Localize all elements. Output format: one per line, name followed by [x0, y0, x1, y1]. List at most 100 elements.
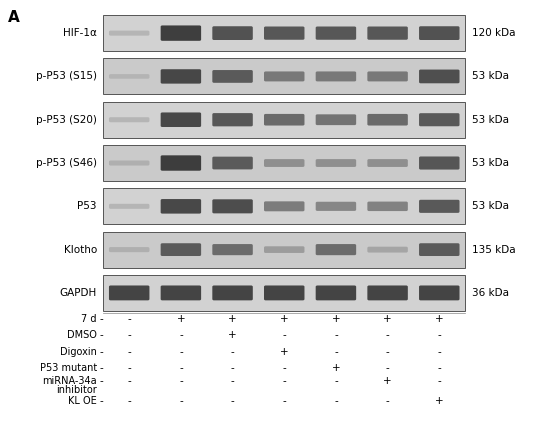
- FancyBboxPatch shape: [316, 26, 356, 40]
- FancyBboxPatch shape: [264, 26, 305, 40]
- Text: 53 kDa: 53 kDa: [472, 115, 509, 125]
- Text: -: -: [127, 376, 131, 386]
- Text: -: -: [100, 346, 103, 357]
- Text: -: -: [231, 396, 234, 406]
- FancyBboxPatch shape: [419, 70, 460, 83]
- Text: A: A: [8, 10, 20, 25]
- Text: -: -: [127, 363, 131, 373]
- Text: Digoxin: Digoxin: [60, 346, 97, 357]
- FancyBboxPatch shape: [264, 71, 305, 81]
- FancyBboxPatch shape: [419, 200, 460, 213]
- Text: 135 kDa: 135 kDa: [472, 245, 515, 255]
- Text: +: +: [280, 313, 288, 324]
- FancyBboxPatch shape: [367, 247, 408, 252]
- Text: -: -: [100, 396, 103, 406]
- Text: miRNA-34a: miRNA-34a: [42, 376, 97, 386]
- Bar: [103, 232, 465, 268]
- FancyBboxPatch shape: [419, 113, 460, 126]
- FancyBboxPatch shape: [367, 285, 408, 301]
- FancyBboxPatch shape: [367, 114, 408, 126]
- Text: -: -: [100, 330, 103, 340]
- FancyBboxPatch shape: [367, 159, 408, 167]
- Text: -: -: [386, 363, 390, 373]
- FancyBboxPatch shape: [160, 155, 201, 171]
- Text: -: -: [386, 330, 390, 340]
- Bar: [103, 102, 465, 138]
- Text: -: -: [437, 346, 441, 357]
- FancyBboxPatch shape: [109, 74, 150, 79]
- Text: -: -: [127, 396, 131, 406]
- FancyBboxPatch shape: [419, 243, 460, 256]
- FancyBboxPatch shape: [160, 69, 201, 84]
- Text: +: +: [384, 313, 392, 324]
- Text: KL OE: KL OE: [68, 396, 97, 406]
- Text: -: -: [334, 346, 338, 357]
- Text: 7 d: 7 d: [82, 313, 97, 324]
- Text: 53 kDa: 53 kDa: [472, 71, 509, 81]
- Text: +: +: [384, 376, 392, 386]
- Text: -: -: [127, 330, 131, 340]
- FancyBboxPatch shape: [419, 285, 460, 301]
- Text: GAPDH: GAPDH: [60, 288, 97, 298]
- Text: P53 mutant: P53 mutant: [40, 363, 97, 373]
- FancyBboxPatch shape: [212, 244, 253, 255]
- FancyBboxPatch shape: [264, 285, 305, 301]
- FancyBboxPatch shape: [212, 26, 253, 40]
- Text: -: -: [334, 396, 338, 406]
- FancyBboxPatch shape: [109, 117, 150, 122]
- Text: -: -: [282, 330, 286, 340]
- FancyBboxPatch shape: [212, 285, 253, 301]
- Text: -: -: [437, 363, 441, 373]
- Text: +: +: [228, 313, 237, 324]
- FancyBboxPatch shape: [160, 113, 201, 127]
- Bar: [103, 145, 465, 181]
- Text: -: -: [231, 376, 234, 386]
- Text: -: -: [179, 396, 183, 406]
- FancyBboxPatch shape: [419, 26, 460, 40]
- Text: 53 kDa: 53 kDa: [472, 201, 509, 211]
- Text: 36 kDa: 36 kDa: [472, 288, 509, 298]
- FancyBboxPatch shape: [212, 113, 253, 126]
- FancyBboxPatch shape: [109, 285, 150, 301]
- FancyBboxPatch shape: [264, 246, 305, 253]
- Text: Klotho: Klotho: [64, 245, 97, 255]
- Text: -: -: [100, 363, 103, 373]
- Text: -: -: [282, 396, 286, 406]
- FancyBboxPatch shape: [109, 204, 150, 209]
- Text: -: -: [100, 376, 103, 386]
- Text: -: -: [437, 376, 441, 386]
- FancyBboxPatch shape: [316, 244, 356, 255]
- FancyBboxPatch shape: [419, 156, 460, 170]
- FancyBboxPatch shape: [316, 71, 356, 81]
- FancyBboxPatch shape: [264, 159, 305, 167]
- FancyBboxPatch shape: [264, 201, 305, 211]
- FancyBboxPatch shape: [367, 202, 408, 211]
- Text: -: -: [282, 363, 286, 373]
- Text: -: -: [179, 346, 183, 357]
- Text: +: +: [332, 313, 340, 324]
- FancyBboxPatch shape: [109, 161, 150, 165]
- Text: p-P53 (S20): p-P53 (S20): [36, 115, 97, 125]
- FancyBboxPatch shape: [212, 199, 253, 213]
- Text: -: -: [231, 346, 234, 357]
- FancyBboxPatch shape: [264, 114, 305, 126]
- FancyBboxPatch shape: [367, 71, 408, 81]
- FancyBboxPatch shape: [212, 157, 253, 169]
- Text: -: -: [437, 330, 441, 340]
- Text: -: -: [127, 313, 131, 324]
- Text: -: -: [282, 376, 286, 386]
- Text: -: -: [100, 313, 103, 324]
- Text: +: +: [177, 313, 185, 324]
- FancyBboxPatch shape: [160, 285, 201, 301]
- FancyBboxPatch shape: [160, 199, 201, 213]
- FancyBboxPatch shape: [160, 26, 201, 41]
- Text: +: +: [332, 363, 340, 373]
- FancyBboxPatch shape: [160, 243, 201, 256]
- Text: -: -: [179, 376, 183, 386]
- Text: P53: P53: [77, 201, 97, 211]
- Text: +: +: [280, 346, 288, 357]
- FancyBboxPatch shape: [316, 202, 356, 211]
- Text: -: -: [179, 363, 183, 373]
- FancyBboxPatch shape: [212, 70, 253, 83]
- Bar: [103, 275, 465, 311]
